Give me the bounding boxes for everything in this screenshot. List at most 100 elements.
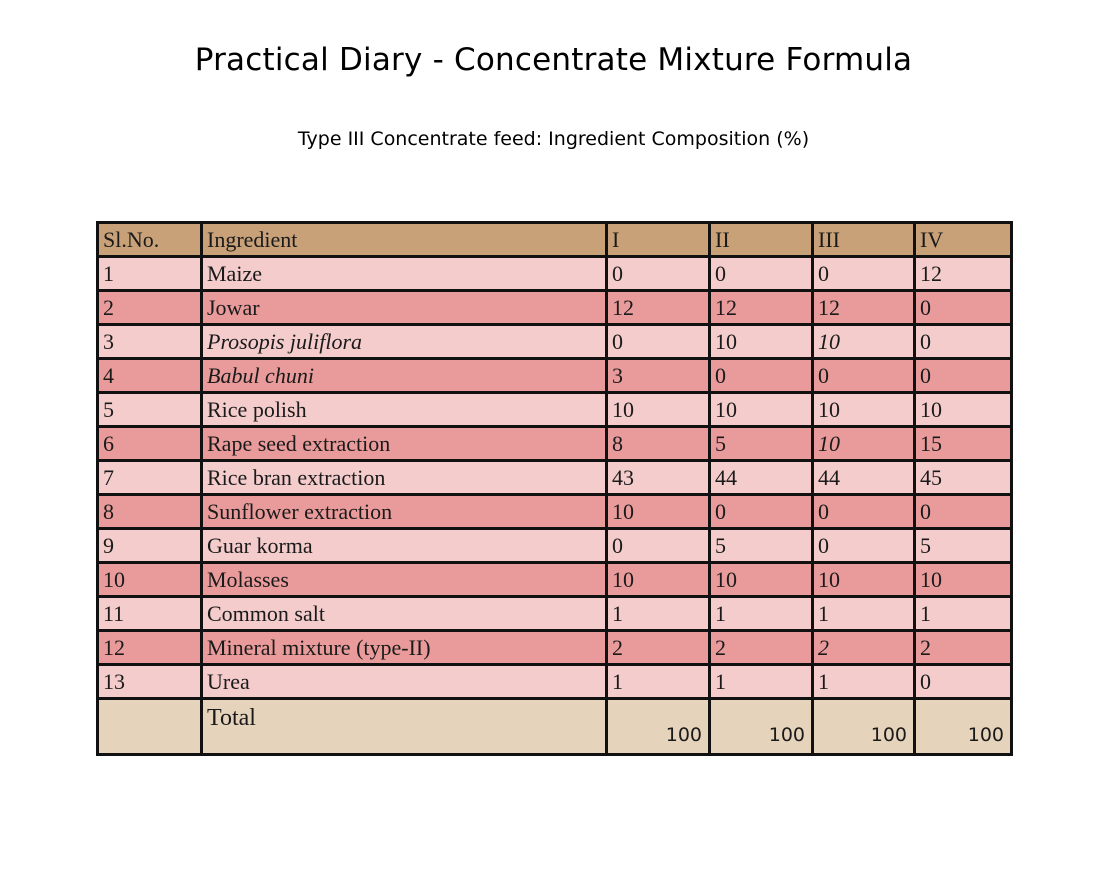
composition-table: Sl.No. Ingredient I II III IV 1 Maize 0 … xyxy=(96,221,1013,756)
cell-formula-ii: 10 xyxy=(708,323,814,360)
cell-sl-no: 9 xyxy=(96,527,203,564)
table-row: 13 Urea 1 1 1 0 xyxy=(96,663,1013,700)
cell-formula-i: 0 xyxy=(605,255,711,292)
table-row: 3 Prosopis juliflora 0 10 10 0 xyxy=(96,323,1013,360)
cell-ingredient: Rice bran extraction xyxy=(200,459,608,496)
cell-formula-i: 8 xyxy=(605,425,711,462)
cell-formula-iii: 12 xyxy=(811,289,916,326)
cell-formula-i: 3 xyxy=(605,357,711,394)
cell-formula-iii: 10 xyxy=(811,561,916,598)
table-row: 4 Babul chuni 3 0 0 0 xyxy=(96,357,1013,394)
header-formula-iv: IV xyxy=(913,221,1013,258)
cell-ingredient: Rape seed extraction xyxy=(200,425,608,462)
cell-formula-iv: 5 xyxy=(913,527,1013,564)
header-sl-no: Sl.No. xyxy=(96,221,203,258)
cell-formula-ii: 12 xyxy=(708,289,814,326)
cell-formula-i: 10 xyxy=(605,493,711,530)
cell-formula-iii: 44 xyxy=(811,459,916,496)
cell-formula-iv: 15 xyxy=(913,425,1013,462)
cell-formula-iv: 0 xyxy=(913,323,1013,360)
table-row: 8 Sunflower extraction 10 0 0 0 xyxy=(96,493,1013,530)
cell-formula-iv: 10 xyxy=(913,561,1013,598)
total-empty-cell xyxy=(96,697,203,756)
cell-formula-ii: 2 xyxy=(708,629,814,666)
cell-formula-iv: 0 xyxy=(913,289,1013,326)
cell-ingredient: Sunflower extraction xyxy=(200,493,608,530)
cell-formula-iii: 10 xyxy=(811,391,916,428)
table-row: 12 Mineral mixture (type-II) 2 2 2 2 xyxy=(96,629,1013,666)
cell-sl-no: 7 xyxy=(96,459,203,496)
cell-formula-iv: 1 xyxy=(913,595,1013,632)
cell-formula-iii: 2 xyxy=(811,629,916,666)
cell-formula-i: 1 xyxy=(605,663,711,700)
cell-formula-iv: 0 xyxy=(913,493,1013,530)
total-row: Total 100 100 100 100 xyxy=(96,697,1013,756)
cell-sl-no: 5 xyxy=(96,391,203,428)
table-row: 11 Common salt 1 1 1 1 xyxy=(96,595,1013,632)
cell-ingredient: Jowar xyxy=(200,289,608,326)
cell-ingredient: Common salt xyxy=(200,595,608,632)
cell-ingredient: Urea xyxy=(200,663,608,700)
cell-formula-i: 10 xyxy=(605,391,711,428)
cell-formula-ii: 10 xyxy=(708,391,814,428)
cell-formula-i: 43 xyxy=(605,459,711,496)
cell-ingredient: Prosopis juliflora xyxy=(200,323,608,360)
cell-ingredient: Babul chuni xyxy=(200,357,608,394)
cell-formula-ii: 1 xyxy=(708,595,814,632)
cell-sl-no: 3 xyxy=(96,323,203,360)
cell-formula-iii: 0 xyxy=(811,255,916,292)
cell-sl-no: 12 xyxy=(96,629,203,666)
cell-formula-ii: 44 xyxy=(708,459,814,496)
cell-formula-iv: 0 xyxy=(913,357,1013,394)
total-formula-ii: 100 xyxy=(708,697,814,756)
table-row: 7 Rice bran extraction 43 44 44 45 xyxy=(96,459,1013,496)
cell-formula-iii: 0 xyxy=(811,493,916,530)
total-formula-i: 100 xyxy=(605,697,711,756)
cell-formula-ii: 5 xyxy=(708,425,814,462)
cell-formula-ii: 5 xyxy=(708,527,814,564)
cell-formula-iii: 0 xyxy=(811,527,916,564)
table-row: 2 Jowar 12 12 12 0 xyxy=(96,289,1013,326)
cell-ingredient: Maize xyxy=(200,255,608,292)
cell-sl-no: 4 xyxy=(96,357,203,394)
cell-sl-no: 13 xyxy=(96,663,203,700)
cell-formula-ii: 10 xyxy=(708,561,814,598)
cell-formula-iii: 10 xyxy=(811,323,916,360)
cell-formula-i: 12 xyxy=(605,289,711,326)
table-row: 6 Rape seed extraction 8 5 10 15 xyxy=(96,425,1013,462)
header-formula-iii: III xyxy=(811,221,916,258)
total-label: Total xyxy=(200,697,608,756)
total-formula-iii: 100 xyxy=(811,697,916,756)
cell-sl-no: 1 xyxy=(96,255,203,292)
cell-formula-ii: 0 xyxy=(708,493,814,530)
table-row: 9 Guar korma 0 5 0 5 xyxy=(96,527,1013,564)
page-subtitle: Type III Concentrate feed: Ingredient Co… xyxy=(297,128,810,150)
cell-ingredient: Rice polish xyxy=(200,391,608,428)
header-ingredient: Ingredient xyxy=(200,221,608,258)
table-row: 5 Rice polish 10 10 10 10 xyxy=(96,391,1013,428)
total-formula-iv: 100 xyxy=(913,697,1013,756)
table-header-row: Sl.No. Ingredient I II III IV xyxy=(96,221,1013,258)
cell-sl-no: 6 xyxy=(96,425,203,462)
cell-ingredient: Guar korma xyxy=(200,527,608,564)
cell-ingredient: Mineral mixture (type-II) xyxy=(200,629,608,666)
cell-sl-no: 11 xyxy=(96,595,203,632)
cell-formula-iv: 0 xyxy=(913,663,1013,700)
cell-formula-i: 1 xyxy=(605,595,711,632)
header-formula-ii: II xyxy=(708,221,814,258)
cell-formula-iii: 1 xyxy=(811,663,916,700)
cell-formula-i: 0 xyxy=(605,527,711,564)
cell-sl-no: 8 xyxy=(96,493,203,530)
cell-formula-iv: 45 xyxy=(913,459,1013,496)
cell-formula-ii: 0 xyxy=(708,357,814,394)
cell-sl-no: 10 xyxy=(96,561,203,598)
table-row: 1 Maize 0 0 0 12 xyxy=(96,255,1013,292)
page-title: Practical Diary - Concentrate Mixture Fo… xyxy=(194,42,913,78)
cell-ingredient: Molasses xyxy=(200,561,608,598)
cell-formula-iv: 10 xyxy=(913,391,1013,428)
cell-formula-ii: 1 xyxy=(708,663,814,700)
cell-formula-iii: 0 xyxy=(811,357,916,394)
header-formula-i: I xyxy=(605,221,711,258)
cell-formula-iii: 1 xyxy=(811,595,916,632)
cell-sl-no: 2 xyxy=(96,289,203,326)
